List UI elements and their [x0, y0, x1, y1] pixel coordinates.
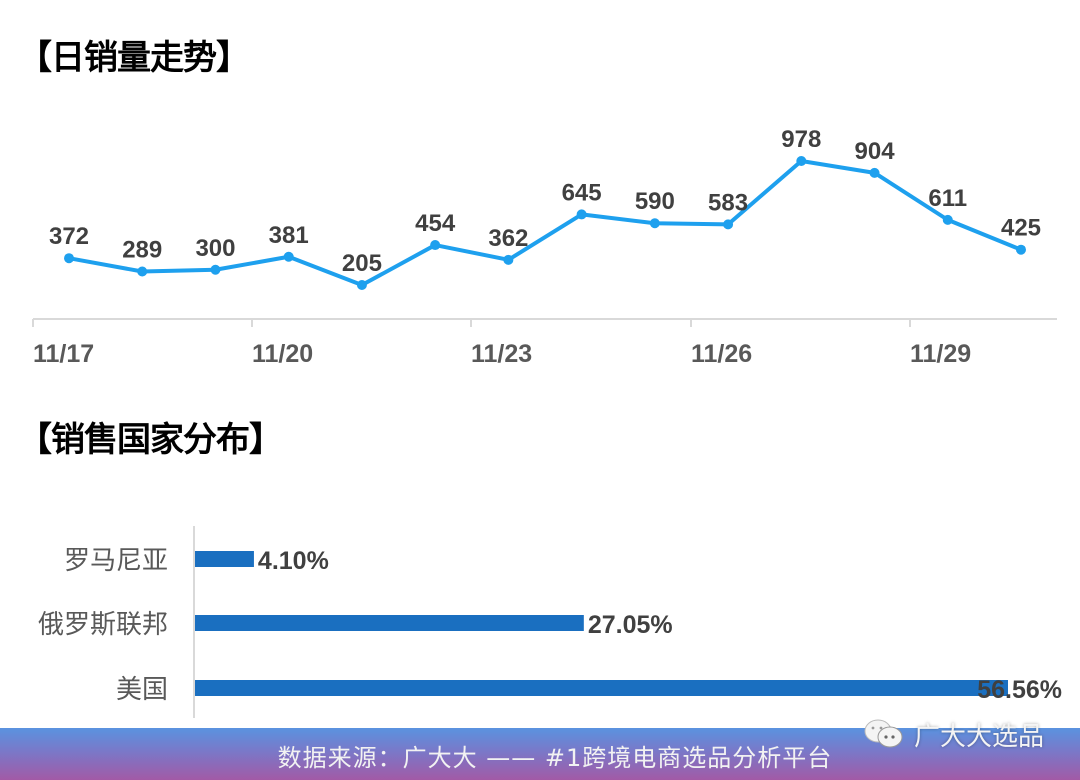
data-label: 583	[708, 189, 748, 216]
data-label: 205	[342, 250, 382, 277]
data-label: 454	[415, 210, 456, 237]
data-point	[137, 266, 148, 277]
data-point	[503, 254, 514, 265]
value-label: 56.56%	[977, 676, 1062, 704]
data-label: 381	[269, 222, 309, 249]
data-point	[356, 280, 367, 290]
sales-line	[68, 159, 1022, 287]
daily-sales-line-chart: 11/17 11/20 11/23 11/26 11/29 372 289 300 381 20…	[32, 126, 1057, 368]
value-label: 27.05%	[588, 611, 673, 639]
watermark: 广大大选品	[862, 716, 1044, 752]
x-tick-label: 11/29	[910, 340, 971, 368]
data-label: 362	[488, 225, 528, 252]
data-point	[1016, 244, 1026, 255]
data-label: 645	[562, 179, 602, 206]
data-point	[796, 156, 807, 166]
data-label: 590	[635, 188, 675, 215]
bars: 罗马尼亚 4.10% 俄罗斯联邦 27.05% 美国 56.56%	[38, 546, 1062, 705]
x-axis	[32, 318, 1057, 327]
data-labels: 372 289 300 381 205 454 362 645 590 583 978 904 611 4…	[49, 126, 1041, 277]
x-tick-label: 11/20	[252, 340, 313, 368]
x-tick-label: 11/17	[33, 340, 94, 368]
footer-source-text: 数据来源：广大大 —— #1跨境电商选品分析平台	[277, 744, 833, 772]
watermark-text: 广大大选品	[914, 721, 1045, 752]
data-point	[576, 209, 587, 220]
x-tick-labels: 11/17 11/20 11/23 11/26 11/29	[33, 340, 971, 368]
data-label: 978	[781, 126, 821, 153]
data-points	[64, 156, 1026, 290]
data-point	[64, 253, 74, 264]
daily-sales-title: 【日销量走势】	[18, 38, 250, 78]
data-point	[430, 240, 441, 251]
bar	[195, 615, 584, 631]
data-point	[283, 251, 294, 262]
value-label: 4.10%	[258, 547, 329, 575]
data-label: 372	[49, 223, 89, 250]
data-point	[210, 264, 221, 275]
data-label: 904	[855, 138, 896, 165]
category-label: 俄罗斯联邦	[38, 610, 168, 640]
bar	[195, 551, 254, 567]
category-label: 罗马尼亚	[64, 546, 168, 576]
data-label: 300	[195, 235, 235, 262]
data-label: 611	[928, 185, 967, 212]
x-tick-label: 11/23	[471, 340, 532, 368]
country-distribution-title: 【销售国家分布】	[18, 420, 283, 460]
data-point	[723, 219, 734, 230]
wechat-icon	[864, 719, 903, 748]
data-point	[649, 218, 660, 229]
x-tick-label: 11/26	[691, 340, 752, 368]
data-label: 425	[1001, 215, 1041, 242]
data-point	[942, 214, 953, 225]
bar	[195, 680, 1008, 696]
country-distribution-bar-chart: 罗马尼亚 4.10% 俄罗斯联邦 27.05% 美国 56.56%	[38, 526, 1062, 718]
data-point	[869, 167, 880, 178]
data-label: 289	[122, 237, 162, 264]
category-label: 美国	[116, 675, 168, 705]
